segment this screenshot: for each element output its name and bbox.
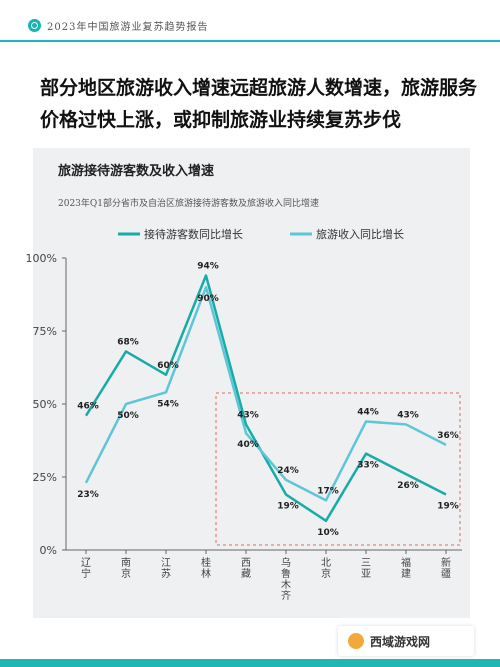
x-tick-label: 江苏 (161, 557, 171, 580)
data-label: 90% (197, 294, 219, 304)
x-tick-label: 三亚 (361, 558, 371, 580)
data-label: 43% (237, 410, 259, 420)
chart-subtitle: 2023年Q1部分省市及自治区旅游接待游客数及旅游收入同比增速 (58, 199, 320, 209)
data-label: 44% (357, 408, 379, 418)
headline-line-1: 部分地区旅游收入增速远超旅游人数增速，旅游服务 (40, 77, 478, 99)
x-tick-label: 乌鲁木齐 (281, 556, 291, 602)
data-label: 23% (77, 490, 99, 500)
data-label: 17% (317, 486, 339, 496)
watermark-text: 西域游戏网 (370, 635, 431, 649)
x-tick-label: 福建 (401, 556, 411, 580)
report-title: 2023年中国旅游业复苏趋势报告 (47, 22, 209, 33)
globe-icon (28, 19, 41, 32)
headline-line-2: 价格过快上涨，或抑制旅游业持续复苏步伐 (40, 109, 402, 131)
x-tick-label: 桂林 (201, 556, 211, 580)
data-label: 40% (237, 440, 259, 450)
x-tick-label: 辽宁 (81, 557, 91, 580)
data-label: 94% (197, 262, 219, 272)
y-tick-label: 75% (33, 325, 57, 338)
data-label: 50% (117, 411, 139, 421)
legend-label: 接待游客数同比增长 (144, 227, 243, 241)
page-headline: 部分地区旅游收入增速远超旅游人数增速，旅游服务 价格过快上涨，或抑制旅游业持续复… (40, 72, 490, 136)
legend-label: 旅游收入同比增长 (316, 227, 404, 241)
watermark-badge: 西域游戏网 (338, 626, 474, 656)
y-tick-label: 100% (26, 252, 57, 265)
chart-title: 旅游接待游客数及收入增速 (58, 164, 215, 179)
data-label: 33% (357, 461, 379, 471)
data-label: 26% (397, 481, 419, 491)
report-header: 2023年中国旅游业复苏趋势报告 (0, 0, 500, 44)
data-label: 68% (117, 337, 139, 347)
data-label: 43% (397, 410, 419, 420)
y-tick-label: 50% (33, 398, 57, 411)
series-line (84, 285, 447, 502)
data-label: 60% (157, 361, 179, 371)
data-label: 46% (77, 402, 99, 412)
header-divider (0, 40, 500, 42)
y-tick-label: 0% (40, 544, 57, 557)
x-tick-label: 南京 (121, 556, 131, 580)
series-line (84, 274, 447, 523)
data-label: 19% (437, 502, 459, 512)
x-tick-label: 北京 (321, 557, 331, 580)
data-label: 19% (277, 502, 299, 512)
data-label: 36% (437, 431, 459, 441)
data-label: 10% (317, 528, 339, 538)
watermark-logo-icon (348, 633, 364, 649)
data-label: 54% (157, 399, 179, 409)
x-tick-label: 新疆 (441, 556, 451, 580)
highlight-box (215, 392, 461, 546)
y-tick-label: 25% (33, 471, 57, 484)
footer-bar (0, 659, 500, 667)
data-label: 24% (277, 466, 299, 476)
x-tick-label: 西藏 (241, 558, 251, 580)
